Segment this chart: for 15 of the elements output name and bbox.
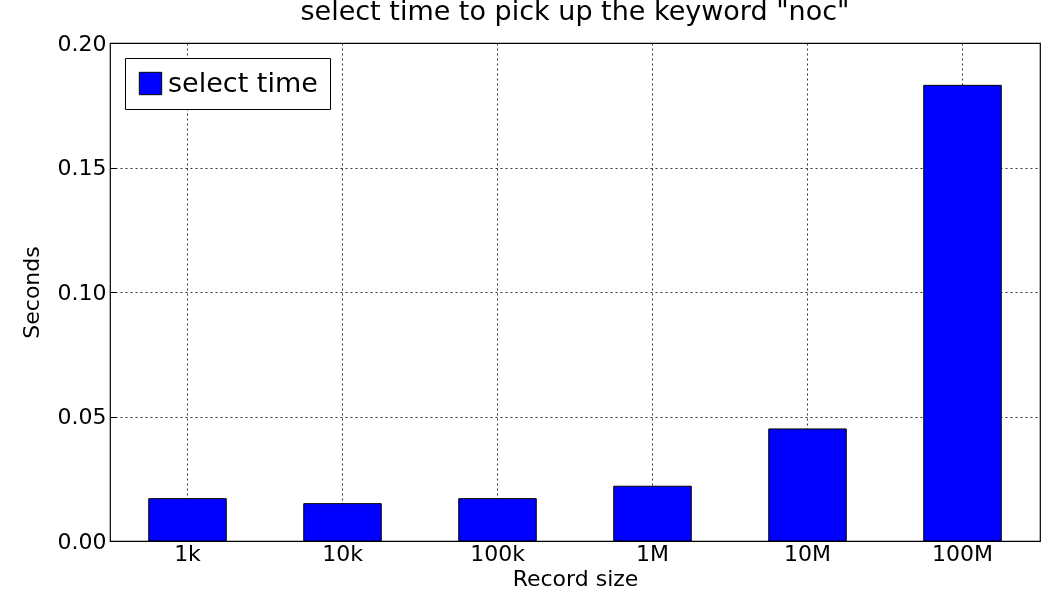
y-tick-label: 0.15 [57, 155, 107, 180]
x-tick-label: 10M [784, 540, 831, 566]
chart-title: select time to pick up the keyword "noc" [300, 0, 850, 26]
x-tick-label: 100M [932, 540, 993, 566]
legend-label: select time [168, 66, 318, 98]
y-tick-label: 0.00 [57, 528, 107, 554]
y-tick-label: 0.20 [57, 30, 107, 56]
x-tick-label: 100k [470, 540, 526, 566]
y-tick-label: 0.10 [57, 279, 107, 305]
x-tick-label: 1M [636, 540, 669, 566]
y-tick-label: 0.05 [57, 404, 107, 429]
y-axis-title: Seconds [18, 246, 44, 339]
x-axis-title: Record size [512, 565, 639, 591]
x-tick-label: 10k [322, 540, 364, 566]
x-tick-label: 1k [174, 540, 202, 566]
